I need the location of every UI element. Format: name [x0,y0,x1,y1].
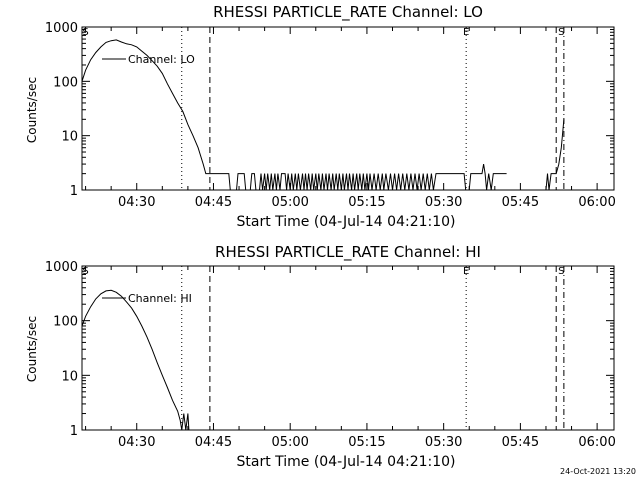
chart-title: RHESSI PARTICLE_RATE Channel: LO [213,3,483,22]
x-tick-label: 05:30 [425,435,462,450]
series-line [81,39,507,191]
plot-frame [81,265,615,431]
plot-frame [81,26,615,191]
x-tick-label: 05:15 [348,435,385,450]
x-tick-label: 04:45 [195,195,232,210]
event-marker: E [463,266,469,277]
panel-hi: RHESSI PARTICLE_RATE Channel: HI Start T… [25,243,616,470]
y-tick-label: 1 [70,184,78,199]
y-tick-label: 10 [61,369,78,384]
y-tick-label: 100 [53,315,78,330]
x-tick-label: 06:00 [578,195,615,210]
x-axis-label: Start Time (04-Jul-14 04:21:10) [236,454,455,470]
x-tick-label: 04:45 [195,435,232,450]
event-marker: S [558,27,564,38]
x-tick-label: 05:00 [271,195,308,210]
y-tick-label: 100 [53,75,78,90]
event-marker: E [463,27,469,38]
chart-title: RHESSI PARTICLE_RATE Channel: HI [215,243,481,262]
y-tick-label: 1000 [45,21,78,36]
x-tick-label: 05:30 [425,195,462,210]
y-axis-label: Counts/sec [25,316,39,382]
x-tick-label: 05:45 [502,195,539,210]
x-axis-label: Start Time (04-Jul-14 04:21:10) [236,214,455,230]
legend-label: Channel: HI [128,292,192,305]
y-tick-label: 10 [61,130,78,145]
x-tick-label: 04:30 [118,435,155,450]
timestamp: 24-Oct-2021 13:20 [560,467,636,476]
series-line [81,289,190,431]
legend-label: Channel: LO [128,53,195,66]
event-marker: S [82,27,88,38]
y-tick-label: 1 [70,424,78,439]
x-tick-label: 05:45 [502,435,539,450]
y-tick-label: 1000 [45,260,78,275]
panel-lo: RHESSI PARTICLE_RATE Channel: LO Start T… [25,3,616,230]
x-tick-label: 05:00 [271,435,308,450]
series-line [543,119,565,191]
event-marker: S [558,266,564,277]
event-marker: S [82,266,88,277]
y-axis-label: Counts/sec [25,77,39,143]
x-tick-label: 06:00 [578,435,615,450]
x-tick-label: 04:30 [118,195,155,210]
x-tick-label: 05:15 [348,195,385,210]
